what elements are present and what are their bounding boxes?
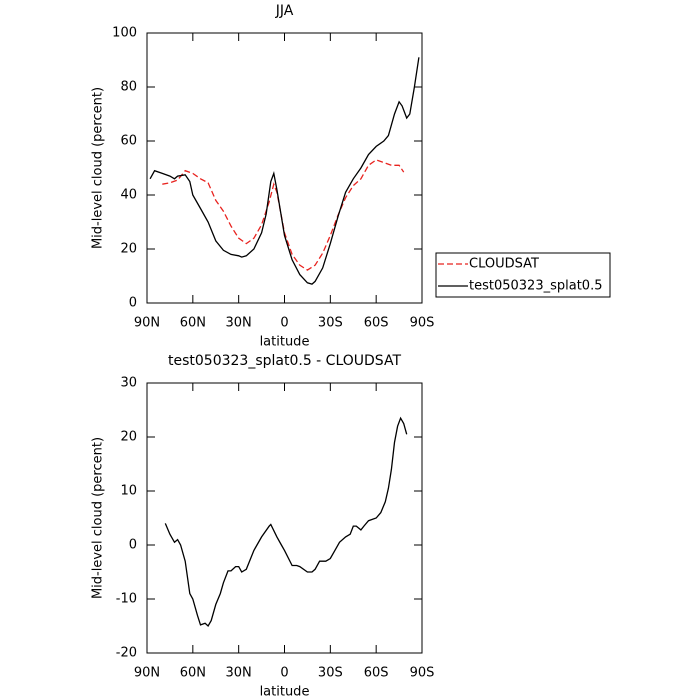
y-tick-label: 20 xyxy=(120,430,137,445)
y-tick-label: 40 xyxy=(120,188,137,203)
y-tick-label: 0 xyxy=(129,296,137,311)
x-tick-label: 60N xyxy=(180,316,206,331)
x-tick-label: 0 xyxy=(280,316,288,331)
x-tick-label: 90S xyxy=(410,316,435,331)
data-line xyxy=(149,57,420,285)
x-axis-label: latitude xyxy=(260,335,310,350)
data-line xyxy=(164,416,408,628)
x-tick-label: 0 xyxy=(280,666,288,681)
x-tick-label: 30N xyxy=(226,316,252,331)
y-tick-label: 80 xyxy=(120,80,137,95)
y-tick-label: 60 xyxy=(120,134,137,149)
legend-box xyxy=(435,252,611,298)
x-tick-label: 60S xyxy=(364,316,389,331)
legend-label: CLOUDSAT xyxy=(469,257,539,272)
x-tick-label: 30S xyxy=(318,666,343,681)
chart-title: test050323_splat0.5 - CLOUDSAT xyxy=(168,353,401,369)
plot-frame xyxy=(146,382,423,654)
y-tick-label: 10 xyxy=(120,484,137,499)
y-axis-label: Mid-level cloud (percent) xyxy=(91,87,106,249)
y-tick-label: -10 xyxy=(116,592,137,607)
x-tick-label: 60S xyxy=(364,666,389,681)
legend-label: test050323_splat0.5 xyxy=(469,279,602,294)
y-axis-label: Mid-level cloud (percent) xyxy=(91,437,106,599)
x-tick-label: 60N xyxy=(180,666,206,681)
y-tick-label: -20 xyxy=(116,646,137,661)
x-tick-label: 90N xyxy=(134,316,160,331)
data-line xyxy=(162,159,405,271)
y-tick-label: 20 xyxy=(120,242,137,257)
y-tick-label: 0 xyxy=(129,538,137,553)
y-tick-label: 30 xyxy=(120,376,137,391)
y-tick-label: 100 xyxy=(112,26,137,41)
chart-title: JJA xyxy=(275,3,294,19)
panel: JJA latitude Mid-level cloud (percent) 0 20 4… xyxy=(91,3,611,350)
x-tick-label: 90N xyxy=(134,666,160,681)
x-tick-label: 30S xyxy=(318,316,343,331)
plot-frame xyxy=(146,32,423,304)
x-axis-label: latitude xyxy=(260,685,310,700)
x-tick-label: 30N xyxy=(226,666,252,681)
x-tick-label: 90S xyxy=(410,666,435,681)
panel: test050323_splat0.5 - CLOUDSAT latitude Mi… xyxy=(91,353,435,700)
